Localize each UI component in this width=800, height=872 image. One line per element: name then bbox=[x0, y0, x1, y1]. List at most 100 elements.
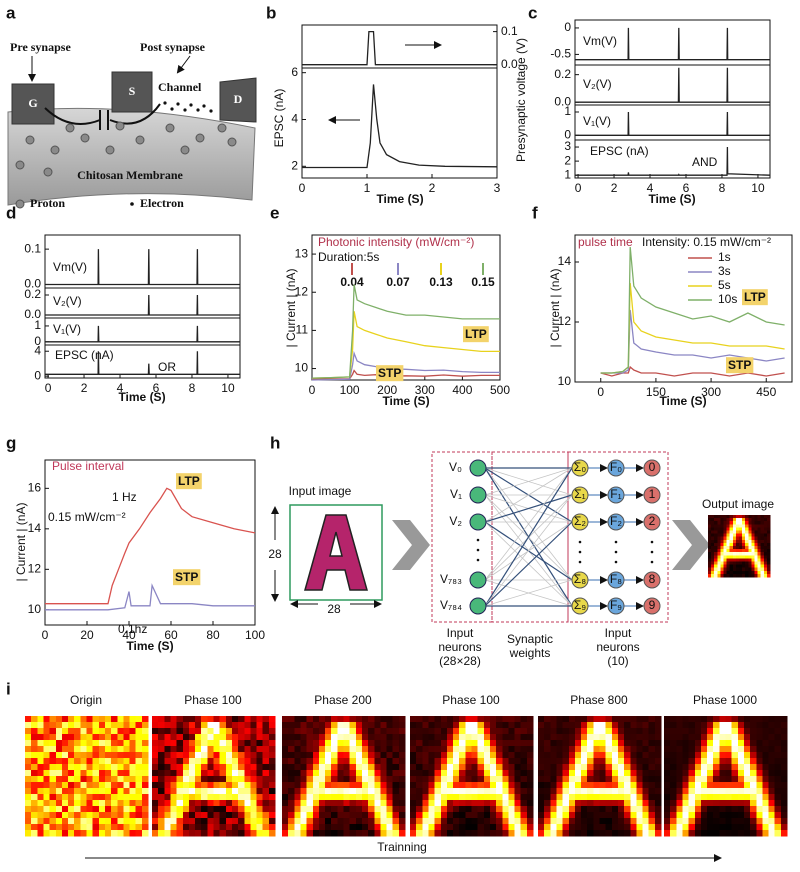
heatmap-cell bbox=[664, 770, 671, 777]
heatmap-cell bbox=[707, 740, 714, 747]
heatmap-cell bbox=[648, 728, 656, 735]
heatmap-cell bbox=[708, 558, 712, 562]
heatmap-cell bbox=[392, 818, 400, 825]
heatmap-cell bbox=[742, 542, 746, 547]
heatmap-cell bbox=[238, 764, 245, 771]
heatmap-cell bbox=[720, 518, 724, 522]
heatmap-cell bbox=[694, 800, 702, 807]
heatmap-cell bbox=[605, 764, 613, 771]
heatmap-cell bbox=[711, 555, 715, 559]
heatmap-cell bbox=[55, 728, 63, 735]
heatmap-cell bbox=[80, 758, 87, 765]
heatmap-cell bbox=[380, 788, 387, 795]
heatmap-cell bbox=[361, 806, 369, 813]
heatmap-cell bbox=[428, 782, 435, 789]
heatmap-cell bbox=[219, 830, 227, 837]
heatmap-cell bbox=[386, 788, 394, 795]
heatmap-cell bbox=[104, 746, 112, 753]
heatmap-cell bbox=[670, 734, 677, 741]
heatmap-cell bbox=[682, 830, 689, 837]
plot-frame bbox=[44, 344, 241, 379]
heatmap-cell bbox=[440, 746, 448, 753]
heatmap-cell bbox=[757, 518, 762, 522]
heatmap-cell bbox=[318, 728, 326, 735]
heatmap-cell bbox=[164, 788, 171, 795]
heatmap-cell bbox=[762, 770, 769, 777]
heatmap-cell bbox=[380, 782, 387, 789]
heatmap-cell bbox=[694, 746, 702, 753]
heatmap-cell bbox=[43, 758, 50, 765]
heatmap-cell bbox=[306, 782, 314, 789]
heatmap-cell bbox=[37, 740, 44, 747]
heatmap-cell bbox=[195, 752, 202, 759]
heatmap-cell bbox=[756, 812, 763, 819]
heatmap-cell bbox=[250, 794, 257, 801]
heatmap-cell bbox=[37, 722, 44, 729]
heatmap-cell bbox=[453, 752, 460, 759]
heatmap-cell bbox=[164, 830, 171, 837]
heatmap-cell bbox=[723, 549, 727, 553]
heatmap-cell bbox=[25, 728, 32, 735]
heatmap-cell bbox=[745, 546, 749, 550]
heatmap-cell bbox=[300, 752, 307, 759]
heatmap-cell bbox=[719, 782, 726, 789]
heatmap-cell bbox=[707, 806, 714, 813]
output-node bbox=[643, 513, 661, 531]
heatmap-cell bbox=[756, 728, 763, 735]
activation-node bbox=[607, 597, 625, 615]
heatmap-cell bbox=[611, 776, 619, 783]
heatmap-cell bbox=[526, 722, 534, 729]
heatmap-cell bbox=[74, 824, 81, 831]
heatmap-cell bbox=[664, 788, 671, 795]
heatmap-cell bbox=[55, 818, 63, 825]
heatmap-cell bbox=[751, 561, 755, 565]
heatmap-cell bbox=[726, 564, 731, 569]
heatmap-cell bbox=[720, 573, 724, 578]
heatmap-cell bbox=[605, 728, 613, 735]
subplot-label: V₁(V) bbox=[583, 114, 611, 128]
heatmap-cell bbox=[471, 830, 479, 837]
heatmap-cell bbox=[743, 812, 751, 819]
heatmap-cell bbox=[496, 782, 503, 789]
heatmap-cell bbox=[422, 722, 429, 729]
output-label: 2 bbox=[649, 514, 656, 528]
heatmap-cell bbox=[526, 812, 534, 819]
heatmap-cell bbox=[182, 788, 190, 795]
heatmap-cell bbox=[760, 570, 765, 575]
heatmap-cell bbox=[43, 770, 50, 777]
heatmap-cell bbox=[92, 734, 100, 741]
subplot-label: Vm(V) bbox=[583, 34, 617, 48]
heatmap-cell bbox=[355, 740, 363, 747]
heatmap-cell bbox=[374, 824, 381, 831]
heatmap-cell bbox=[158, 824, 165, 831]
heatmap-cell bbox=[508, 782, 515, 789]
heatmap-cell bbox=[489, 716, 497, 723]
heatmap-cell bbox=[117, 740, 124, 747]
heatmap-cell bbox=[707, 752, 714, 759]
heatmap-cell bbox=[711, 549, 715, 553]
heatmap-cell bbox=[489, 812, 497, 819]
heatmap-cell bbox=[654, 806, 662, 813]
heatmap-cell bbox=[700, 782, 708, 789]
heatmap-cell bbox=[141, 740, 149, 747]
heatmap-cell bbox=[624, 812, 631, 819]
heatmap-cell bbox=[195, 818, 202, 825]
heatmap-cell bbox=[750, 740, 757, 747]
y-tick-label: 0.2 bbox=[554, 67, 571, 81]
y-tick-label: 3 bbox=[564, 139, 571, 153]
heatmap-cell bbox=[556, 722, 563, 729]
heatmap-cell bbox=[343, 782, 351, 789]
heatmap-cell bbox=[483, 782, 491, 789]
heatmap-cell bbox=[544, 728, 551, 735]
heatmap-cell bbox=[152, 770, 159, 777]
heatmap-cell bbox=[760, 518, 765, 522]
heatmap-cell bbox=[514, 794, 522, 801]
heatmap-cell bbox=[707, 758, 714, 765]
heatmap-cell bbox=[349, 740, 357, 747]
heatmap-cell bbox=[642, 824, 650, 831]
heatmap-cell bbox=[55, 782, 63, 789]
heatmap-cell bbox=[374, 734, 381, 741]
panel-label: g bbox=[6, 433, 16, 452]
heatmap-cell bbox=[642, 800, 650, 807]
heatmap-cell bbox=[244, 800, 251, 807]
